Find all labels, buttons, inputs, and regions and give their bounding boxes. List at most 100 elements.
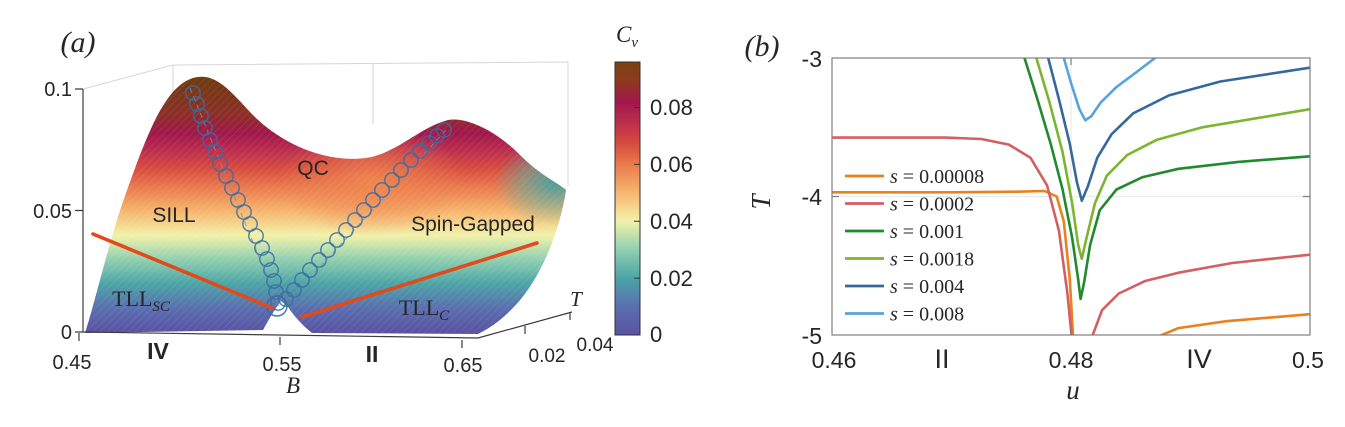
- b-axis: [82, 331, 479, 339]
- series-line-000008: [832, 189, 1075, 335]
- tll-c-sub: C: [439, 308, 450, 324]
- x-tick-0p46: 0.46: [812, 347, 857, 373]
- surface-decorations: [91, 85, 539, 319]
- crossover-circle-marker: [294, 272, 310, 288]
- colorbar-gradient: [614, 61, 641, 336]
- b-tick-0p45: 0.45: [53, 352, 92, 374]
- crossover-circle-marker: [189, 96, 205, 112]
- tll-c-main: TLL: [399, 295, 439, 320]
- phase-label-ii-b: II: [934, 344, 949, 374]
- legend-label-value: = 0.001: [898, 221, 964, 243]
- crossover-circle-marker: [302, 262, 318, 278]
- crossover-circle-marker: [266, 273, 282, 289]
- t-axis-label: T: [570, 287, 583, 311]
- legend-label: s = 0.0018: [890, 249, 974, 271]
- region-label-tll-c: TLLC: [399, 295, 450, 324]
- t-axis: [477, 311, 573, 339]
- crossover-circle-marker: [329, 232, 345, 248]
- crossover-circle-marker: [311, 252, 327, 268]
- phase-boundary-line: [91, 232, 274, 310]
- series-line-000008: [1158, 312, 1310, 335]
- crossover-circle-marker: [193, 108, 209, 124]
- crossover-circle-marker: [412, 143, 428, 159]
- region-label-qc: QC: [297, 157, 329, 180]
- crossover-circle-marker: [278, 291, 294, 307]
- legend-label-s: s: [890, 221, 898, 243]
- legend-label: s = 0.001: [890, 221, 964, 243]
- region-label-tll-sc: TLLSC: [112, 286, 171, 315]
- legend-label-s: s: [890, 194, 898, 216]
- b-axis-label: B: [286, 373, 300, 398]
- phase-label-iv-b: IV: [1186, 344, 1212, 374]
- z-tick-0p1: 0.1: [44, 79, 72, 101]
- crossover-circle-marker: [320, 242, 336, 258]
- crossover-circle-marker: [286, 282, 302, 298]
- crossover-circle-marker: [254, 240, 270, 256]
- series-line-0008: [1062, 58, 1158, 122]
- phase-boundary-line: [300, 241, 539, 319]
- z-axis-ticks: [75, 88, 83, 333]
- legend-label-value: = 0.008: [898, 304, 964, 326]
- y-tick-minus4: -4: [802, 184, 823, 210]
- legend-label-s: s: [890, 249, 898, 271]
- crossover-circle-marker: [338, 222, 354, 238]
- region-label-spin-gapped: Spin-Gapped: [411, 213, 535, 236]
- axis-inner-ticks: [832, 58, 1310, 335]
- legend-label-value: = 0.0018: [898, 249, 974, 271]
- crossover-circle-marker: [403, 152, 419, 168]
- phase-label-ii-a: II: [366, 341, 379, 367]
- legend-label: s = 0.004: [890, 276, 964, 298]
- legend-label-value: = 0.004: [898, 276, 964, 298]
- crossover-circle-marker: [393, 162, 409, 178]
- tll-sc-sub: SC: [152, 299, 171, 315]
- b-axis-ticks: [78, 333, 463, 348]
- y-axis-label-t: T: [746, 193, 776, 210]
- crossover-circle-marker: [185, 85, 201, 101]
- x-tick-0p48: 0.48: [1049, 347, 1094, 373]
- crossover-circle-marker: [384, 172, 400, 188]
- legend-label: s = 0.00008: [890, 166, 984, 188]
- colorbar-tick-0p08: 0.08: [650, 95, 693, 120]
- crossover-circle-marker: [365, 192, 381, 208]
- region-label-sill: SILL: [152, 204, 195, 227]
- series-line-00002: [832, 136, 1073, 335]
- colorbar-tick-0: 0: [650, 322, 662, 347]
- crossover-circle-marker: [436, 122, 452, 138]
- crossover-circle-marker: [374, 182, 390, 198]
- crossover-circle-marker: [259, 251, 275, 267]
- z-tick-0: 0: [61, 322, 72, 344]
- b-tick-0p55: 0.55: [263, 354, 302, 376]
- colorbar-title-sub: v: [631, 35, 638, 51]
- legend-label-s: s: [890, 276, 898, 298]
- z-tick-0p05: 0.05: [33, 201, 72, 223]
- legend-label-s: s: [890, 304, 898, 326]
- series-line-0001: [1023, 58, 1310, 301]
- panel-b: -3 -4 -5 0.46 0.48 0.5 u T II IV s = 0.0…: [745, 30, 1324, 405]
- colorbar-tick-0p02: 0.02: [650, 266, 693, 291]
- crossover-circle-marker: [356, 202, 372, 218]
- series-line-0004: [1046, 58, 1310, 202]
- y-tick-minus5: -5: [802, 323, 822, 349]
- tll-sc-main: TLL: [112, 286, 152, 311]
- y-tick-minus3: -3: [802, 46, 822, 72]
- backwall-top-edge: [82, 61, 569, 90]
- panel-a-title: (a): [61, 26, 96, 59]
- legend-label-s: s: [890, 166, 898, 188]
- crossover-dashed-line: [189, 87, 280, 307]
- legend-label-value: = 0.0002: [898, 194, 974, 216]
- series-line-00002: [1091, 253, 1310, 335]
- legend-label-value: = 0.00008: [898, 166, 984, 188]
- colorbar-title: Cv: [616, 22, 638, 51]
- x-tick-0p5: 0.5: [1292, 347, 1324, 373]
- colorbar-tick-0p06: 0.06: [650, 152, 693, 177]
- legend-label: s = 0.0002: [890, 194, 974, 216]
- x-axis-label-u: u: [1066, 375, 1080, 405]
- b-tick-0p65: 0.65: [444, 355, 483, 377]
- axes-3d: [75, 88, 573, 348]
- colorbar: Cv 0.08 0.06 0.04 0.02 0: [614, 22, 693, 347]
- colorbar-title-main: C: [616, 22, 632, 47]
- crossover-circle-marker: [263, 262, 279, 278]
- t-tick-0p04: 0.04: [577, 335, 614, 356]
